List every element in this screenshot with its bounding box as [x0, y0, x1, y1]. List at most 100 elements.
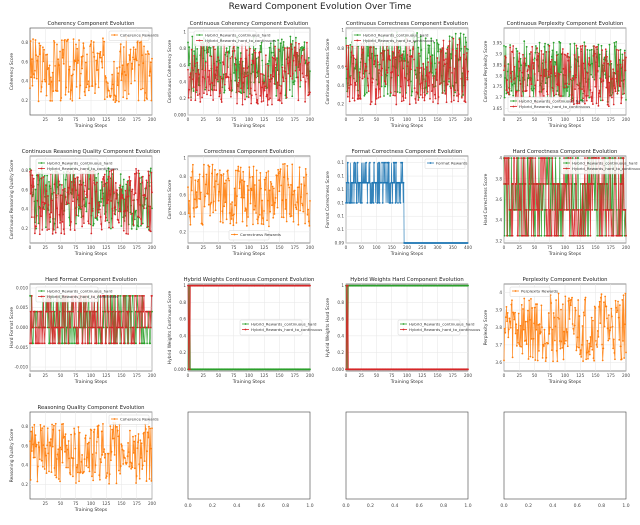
data-point [547, 342, 550, 345]
data-point [29, 479, 32, 481]
data-point [109, 425, 112, 428]
data-point [111, 83, 114, 86]
data-point [127, 451, 130, 454]
data-point [104, 452, 107, 455]
data-point [578, 102, 581, 105]
data-point [239, 60, 242, 63]
data-point [194, 179, 197, 182]
y-tick-label: -0.005 [15, 345, 29, 350]
data-point [280, 85, 283, 87]
data-point [522, 53, 524, 56]
data-point [41, 46, 44, 49]
data-point [236, 102, 238, 105]
data-point [188, 199, 191, 202]
x-tick-label: 25 [43, 117, 49, 122]
data-point [90, 429, 93, 432]
data-point [555, 234, 558, 237]
data-point [110, 94, 112, 97]
x-tick-label: 175 [133, 501, 141, 506]
data-point [534, 84, 537, 87]
data-point [93, 182, 96, 184]
data-point [348, 100, 351, 103]
data-point [283, 176, 286, 179]
data-point [259, 44, 262, 47]
data-point [543, 234, 546, 237]
data-point [102, 37, 104, 40]
data-point [64, 196, 67, 198]
x-tick-label: 0 [29, 373, 32, 378]
data-point [272, 39, 275, 42]
y-axis-label: Continuous Reasoning Quality Score [9, 159, 15, 239]
data-point [576, 102, 579, 105]
data-point [508, 157, 510, 159]
x-tick-label: 0.4 [391, 503, 398, 509]
data-point [577, 84, 580, 87]
data-point [446, 83, 449, 86]
data-point [61, 221, 64, 223]
data-point [196, 61, 199, 64]
x-tick-label: 75 [231, 373, 237, 378]
data-point [432, 77, 435, 80]
data-point [108, 342, 110, 345]
data-point [245, 49, 248, 52]
data-point [130, 213, 133, 216]
x-tick-label: 200 [403, 245, 411, 250]
data-point [580, 48, 583, 51]
x-tick-label: 75 [389, 373, 395, 378]
series-Hybrid_Rewards_hard_to_continuous [187, 284, 311, 371]
x-tick-label: 0 [187, 373, 190, 378]
data-point [117, 100, 120, 103]
data-point [597, 43, 600, 46]
data-point [95, 176, 98, 179]
data-point [503, 359, 505, 362]
data-point [408, 103, 411, 106]
data-point [433, 75, 436, 77]
data-point [98, 204, 101, 207]
data-point [466, 78, 469, 81]
data-point [103, 173, 106, 176]
data-point [545, 356, 548, 359]
data-point [117, 435, 120, 438]
data-point [187, 284, 189, 287]
data-point [261, 86, 264, 89]
data-point [134, 48, 137, 51]
data-point [69, 473, 72, 476]
data-point [215, 89, 218, 92]
data-point [292, 59, 295, 62]
data-point [144, 187, 147, 189]
data-point [617, 234, 619, 237]
data-point [250, 187, 253, 190]
legend-box [507, 96, 571, 113]
data-point [550, 234, 553, 237]
legend: Format Rewards [424, 158, 467, 169]
data-point [503, 96, 506, 99]
data-point [81, 342, 84, 345]
x-tick-label: 350 [449, 245, 457, 250]
legend-marker [429, 162, 432, 164]
y-tick-label: 0.4 [179, 211, 186, 216]
data-point [70, 433, 72, 436]
data-point [87, 80, 90, 83]
data-point [273, 82, 276, 85]
data-point [78, 204, 80, 207]
data-point [215, 60, 218, 63]
series-Hybrid_Rewards_hard_to_continuous [345, 284, 469, 371]
data-point [563, 86, 565, 89]
data-point [285, 198, 287, 201]
data-point [588, 57, 591, 59]
data-point [188, 76, 191, 79]
data-point [459, 32, 462, 35]
data-point [294, 69, 297, 72]
data-point [83, 90, 86, 93]
data-point [384, 83, 387, 86]
data-point [100, 181, 103, 183]
data-point [287, 183, 290, 186]
data-point [506, 70, 509, 73]
data-point [203, 92, 205, 95]
data-point [291, 193, 294, 196]
data-point [75, 222, 77, 225]
y-tick-label: 3.7 [495, 342, 502, 347]
data-point [114, 95, 117, 98]
data-point [621, 299, 624, 301]
data-point [79, 207, 82, 209]
